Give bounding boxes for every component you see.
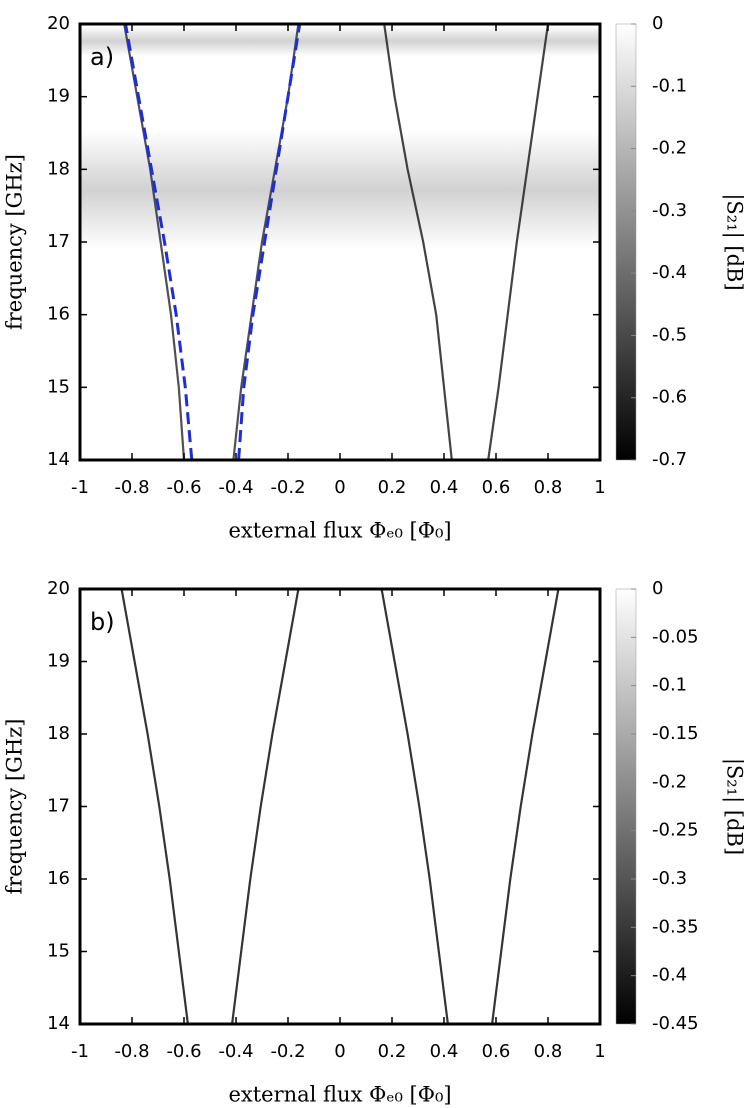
colorbar-tick-label: -0.2 [652,771,687,792]
y-tick-label: 14 [47,1013,70,1034]
x-tick-label: -0.2 [270,1041,305,1062]
x-tick-label: 1 [594,1041,605,1062]
colorbar-tick-label: -0.1 [652,75,687,96]
colorbar-tick-label: -0.05 [652,626,699,647]
resonance-curve [231,588,300,1025]
y-axis-title: frequency [GHz] [3,154,27,330]
colorbar-tick-label: -0.3 [652,200,687,221]
colorbar-title: |S₂₁| [dB] [722,193,747,290]
x-tick-label: 0.6 [482,1041,511,1062]
x-tick-label: 0.6 [482,477,511,498]
colorbar-tick-label: 0 [652,578,663,599]
colorbar-tick-label: -0.45 [652,1013,699,1034]
colorbar-tick-label: -0.7 [652,449,687,470]
y-tick-label: 16 [47,304,70,325]
x-tick-label: 1 [594,477,605,498]
x-tick-label: 0 [334,477,345,498]
colorbar-tick-label: -0.15 [652,723,699,744]
x-tick-label: 0.8 [534,1041,563,1062]
x-tick-label: -0.6 [166,1041,201,1062]
colorbar-tick-label: -0.2 [652,138,687,159]
panel-label: a) [90,43,114,71]
y-tick-label: 20 [47,13,70,34]
x-tick-label: 0.8 [534,477,563,498]
x-tick-label: 0.4 [430,477,459,498]
y-tick-label: 17 [47,796,70,817]
y-tick-label: 14 [47,449,70,470]
noise-band [80,130,600,250]
colorbar-tick-label: -0.35 [652,916,699,937]
x-tick-label: -0.2 [270,477,305,498]
x-tick-label: -1 [71,477,89,498]
colorbar [615,23,637,461]
x-tick-label: -0.4 [218,477,253,498]
x-tick-label: -0.6 [166,477,201,498]
resonance-curve [383,23,453,461]
colorbar-tick-label: -0.6 [652,387,687,408]
colorbar-title: |S₂₁| [dB] [722,758,747,855]
y-tick-label: 19 [47,651,70,672]
colorbar-tick-label: -0.5 [652,324,687,345]
fit-curve [237,23,302,461]
colorbar-tick-label: -0.3 [652,868,687,889]
y-tick-label: 16 [47,868,70,889]
y-tick-label: 18 [47,158,70,179]
resonance-curve [487,23,550,461]
colorbar [615,588,637,1025]
plot-frame [78,587,602,1026]
x-tick-label: 0.2 [378,477,407,498]
x-tick-label: -0.8 [114,477,149,498]
colorbar-tick-label: -0.25 [652,820,699,841]
resonance-curve [380,588,449,1025]
y-tick-label: 17 [47,231,70,252]
x-tick-label: -0.8 [114,1041,149,1062]
x-axis-title: external flux Φₑ₀ [Φ₀] [228,519,451,543]
resonance-curve [120,588,189,1025]
x-tick-label: -0.4 [218,1041,253,1062]
panel-label: b) [90,608,115,636]
y-tick-label: 15 [47,376,70,397]
x-tick-label: -1 [71,1041,89,1062]
y-axis-title: frequency [GHz] [3,719,27,895]
x-axis-title: external flux Φₑ₀ [Φ₀] [228,1083,451,1107]
x-tick-label: 0 [334,1041,345,1062]
colorbar-tick-label: -0.4 [652,965,687,986]
y-tick-label: 18 [47,723,70,744]
resonance-curve [491,588,560,1025]
fit-curve [124,23,194,461]
colorbar-tick-label: -0.4 [652,262,687,283]
x-tick-label: 0.2 [378,1041,407,1062]
y-tick-label: 15 [47,941,70,962]
colorbar-tick-label: 0 [652,13,663,34]
y-tick-label: 20 [47,578,70,599]
colorbar-tick-label: -0.1 [652,675,687,696]
x-tick-label: 0.4 [430,1041,459,1062]
y-tick-label: 19 [47,86,70,107]
